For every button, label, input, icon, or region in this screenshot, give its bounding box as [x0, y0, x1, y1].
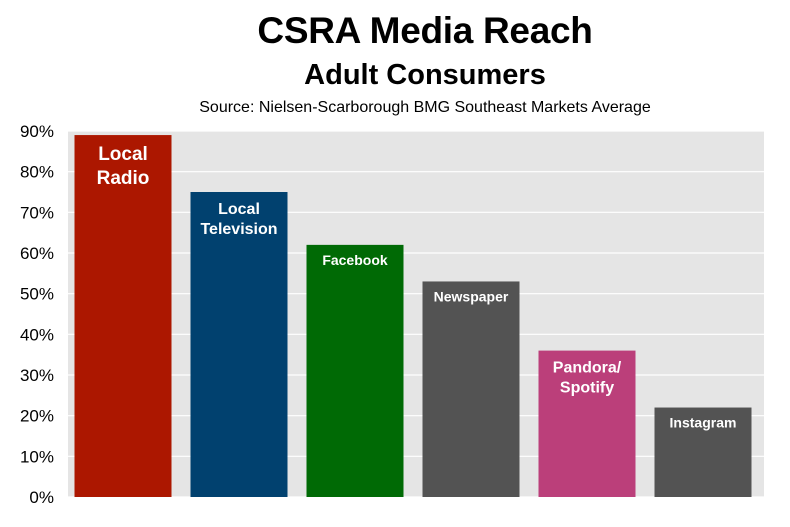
y-tick-label: 90% [20, 122, 54, 141]
y-tick-label: 10% [20, 447, 54, 466]
chart-source: Source: Nielsen-Scarborough BMG Southeas… [199, 99, 651, 116]
bar-label: Television [200, 221, 277, 238]
bar-label: Facebook [322, 252, 388, 268]
y-tick-label: 0% [29, 488, 54, 507]
y-tick-label: 60% [20, 244, 54, 263]
bar [422, 281, 520, 497]
bar-label: Spotify [560, 380, 614, 397]
y-tick-label: 30% [20, 366, 54, 385]
chart-subtitle: Adult Consumers [304, 59, 546, 91]
bar [74, 135, 172, 498]
plot-area [68, 131, 764, 497]
bar [654, 407, 752, 497]
bar-label: Instagram [670, 415, 737, 431]
bar-label: Pandora/ [553, 360, 622, 377]
bar [190, 192, 288, 497]
bar [306, 244, 404, 497]
bar-label: Radio [97, 168, 150, 189]
bar-label: Newspaper [434, 288, 509, 304]
y-tick-label: 70% [20, 203, 54, 222]
bar-label: Local [218, 201, 260, 218]
y-tick-label: 20% [20, 407, 54, 426]
bar-label: Local [98, 144, 148, 165]
chart-title: CSRA Media Reach [257, 10, 593, 51]
y-tick-label: 40% [20, 325, 54, 344]
y-tick-label: 80% [20, 163, 54, 182]
bar [538, 350, 636, 497]
y-tick-label: 50% [20, 285, 54, 304]
